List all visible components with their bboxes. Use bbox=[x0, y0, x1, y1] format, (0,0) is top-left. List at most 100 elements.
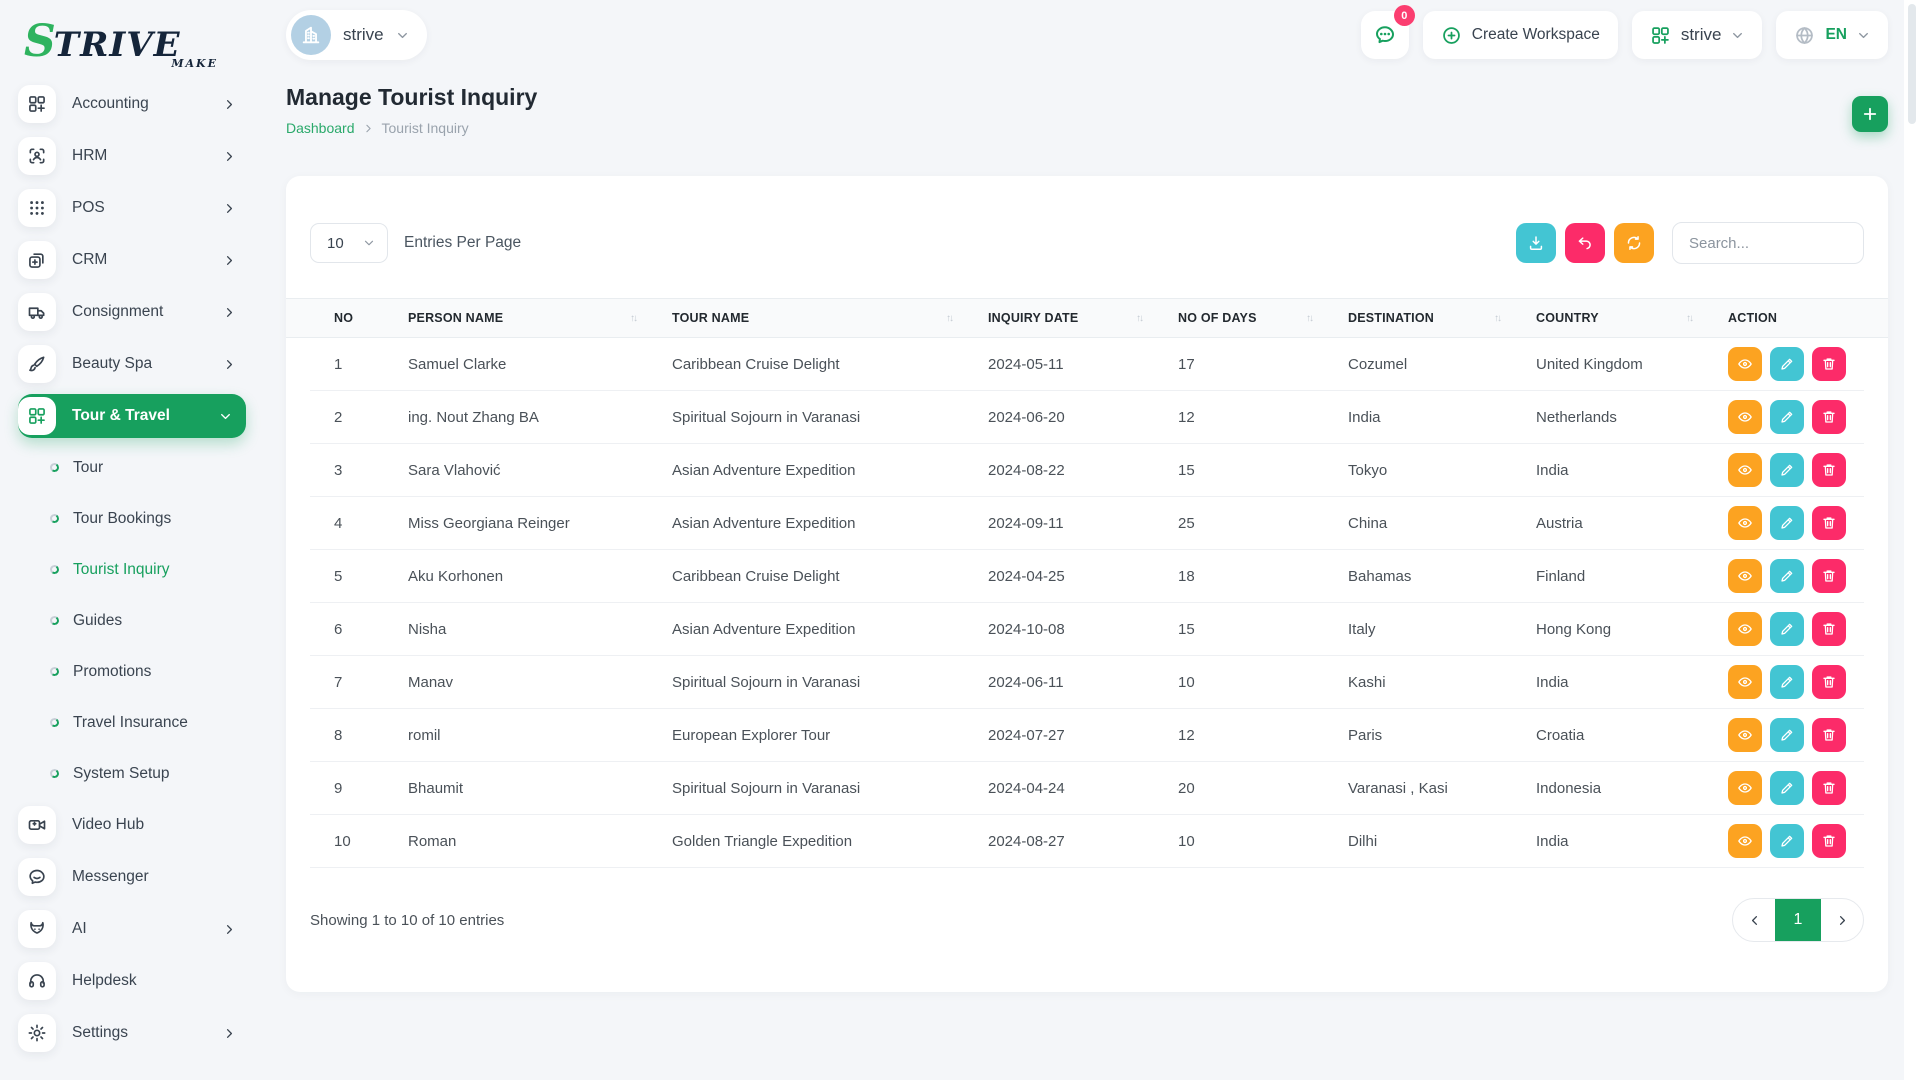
sidebar-item-label: Video Hub bbox=[72, 816, 145, 833]
delete-row-button[interactable] bbox=[1812, 665, 1846, 699]
cell-inquiry_date: 2024-04-25 bbox=[988, 567, 1065, 585]
edit-row-button[interactable] bbox=[1770, 771, 1804, 805]
trash-icon bbox=[1823, 411, 1835, 423]
breadcrumb-dashboard-link[interactable]: Dashboard bbox=[286, 120, 355, 136]
view-row-button[interactable] bbox=[1728, 718, 1762, 752]
row-actions bbox=[1704, 665, 1864, 699]
column-header-person_name[interactable]: PERSON NAME ↑↓ bbox=[384, 311, 648, 325]
edit-row-button[interactable] bbox=[1770, 453, 1804, 487]
sort-icon[interactable]: ↑↓ bbox=[630, 312, 638, 324]
sidebar-item-label: POS bbox=[72, 199, 105, 216]
create-workspace-button[interactable]: Create Workspace bbox=[1422, 11, 1618, 59]
sort-icon[interactable]: ↑↓ bbox=[1306, 312, 1314, 324]
sidebar-item-beauty-spa[interactable]: Beauty Spa bbox=[18, 342, 246, 386]
bullet-icon bbox=[49, 615, 60, 626]
sidebar-subitem-tour-bookings[interactable]: Tour Bookings bbox=[18, 497, 246, 540]
sidebar-subitem-promotions[interactable]: Promotions bbox=[18, 650, 246, 693]
delete-row-button[interactable] bbox=[1812, 506, 1846, 540]
delete-row-button[interactable] bbox=[1812, 347, 1846, 381]
entries-per-page-select[interactable]: 10 bbox=[310, 223, 388, 263]
add-inquiry-button[interactable] bbox=[1852, 96, 1888, 132]
workspace-switcher[interactable]: strive bbox=[286, 10, 427, 60]
view-row-button[interactable] bbox=[1728, 665, 1762, 699]
sidebar-item-label: Consignment bbox=[72, 303, 164, 320]
sort-icon[interactable]: ↑↓ bbox=[1686, 312, 1694, 324]
pagination-next-button[interactable] bbox=[1821, 899, 1863, 941]
sidebar-subitem-guides[interactable]: Guides bbox=[18, 599, 246, 642]
company-menu[interactable]: strive bbox=[1631, 11, 1763, 59]
settings-icon bbox=[28, 1024, 46, 1042]
sidebar-item-helpdesk[interactable]: Helpdesk bbox=[18, 959, 246, 1003]
view-row-button[interactable] bbox=[1728, 559, 1762, 593]
cell-country: Croatia bbox=[1536, 726, 1585, 744]
view-row-button[interactable] bbox=[1728, 400, 1762, 434]
export-button[interactable] bbox=[1516, 223, 1556, 263]
delete-row-button[interactable] bbox=[1812, 771, 1846, 805]
column-header-no_of_days[interactable]: NO OF DAYS ↑↓ bbox=[1154, 311, 1324, 325]
sidebar-item-hrm[interactable]: HRM bbox=[18, 134, 246, 178]
delete-row-button[interactable] bbox=[1812, 824, 1846, 858]
sidebar-subitem-travel-insurance[interactable]: Travel Insurance bbox=[18, 701, 246, 744]
view-row-button[interactable] bbox=[1728, 347, 1762, 381]
sort-icon[interactable]: ↑↓ bbox=[1494, 312, 1502, 324]
sidebar-item-tour-travel[interactable]: Tour & Travel bbox=[18, 394, 246, 438]
edit-row-button[interactable] bbox=[1770, 559, 1804, 593]
accounting-icon bbox=[29, 96, 45, 112]
edit-row-button[interactable] bbox=[1770, 824, 1804, 858]
chat-button[interactable]: 0 bbox=[1360, 5, 1415, 59]
view-row-button[interactable] bbox=[1728, 824, 1762, 858]
cell-country: Indonesia bbox=[1536, 779, 1602, 797]
page-scrollbar[interactable] bbox=[1904, 0, 1920, 1080]
view-row-button[interactable] bbox=[1728, 612, 1762, 646]
sidebar-item-accounting[interactable]: Accounting bbox=[18, 82, 246, 126]
delete-row-button[interactable] bbox=[1812, 453, 1846, 487]
sidebar-item-pos[interactable]: POS bbox=[18, 186, 246, 230]
sidebar-item-video-hub[interactable]: Video Hub bbox=[18, 803, 246, 847]
view-row-button[interactable] bbox=[1728, 506, 1762, 540]
delete-row-button[interactable] bbox=[1812, 612, 1846, 646]
sort-icon[interactable]: ↑↓ bbox=[946, 312, 954, 324]
edit-row-button[interactable] bbox=[1770, 665, 1804, 699]
column-header-country[interactable]: COUNTRY ↑↓ bbox=[1512, 311, 1704, 325]
pagination-prev-button[interactable] bbox=[1733, 899, 1775, 941]
column-header-inquiry_date[interactable]: INQUIRY DATE ↑↓ bbox=[964, 311, 1154, 325]
language-menu[interactable]: EN bbox=[1776, 11, 1888, 59]
sidebar-item-crm[interactable]: CRM bbox=[18, 238, 246, 282]
sidebar-subitem-tour[interactable]: Tour bbox=[18, 446, 246, 489]
sidebar-item-messenger[interactable]: Messenger bbox=[18, 855, 246, 899]
cell-destination: Tokyo bbox=[1348, 461, 1388, 479]
refresh-button[interactable] bbox=[1614, 223, 1654, 263]
pencil-icon bbox=[1781, 623, 1793, 635]
row-actions bbox=[1704, 347, 1864, 381]
view-row-button[interactable] bbox=[1728, 771, 1762, 805]
edit-row-button[interactable] bbox=[1770, 506, 1804, 540]
undo-button[interactable] bbox=[1565, 223, 1605, 263]
edit-row-button[interactable] bbox=[1770, 718, 1804, 752]
column-header-destination[interactable]: DESTINATION ↑↓ bbox=[1324, 311, 1512, 325]
sort-icon[interactable]: ↑↓ bbox=[1136, 312, 1144, 324]
sidebar-subitem-tourist-inquiry[interactable]: Tourist Inquiry bbox=[18, 548, 246, 591]
view-row-button[interactable] bbox=[1728, 453, 1762, 487]
chevron-right-icon bbox=[226, 203, 233, 213]
pagination-page-1[interactable]: 1 bbox=[1775, 899, 1821, 941]
edit-row-button[interactable] bbox=[1770, 347, 1804, 381]
brand-logo-tagline: MAKE bbox=[171, 57, 218, 70]
table-row: 10 Roman Golden Triangle Expedition 2024-08… bbox=[310, 815, 1864, 868]
column-header-tour_name[interactable]: TOUR NAME ↑↓ bbox=[648, 311, 964, 325]
plus-circle-icon bbox=[1442, 26, 1460, 44]
sidebar-subitem-system-setup[interactable]: System Setup bbox=[18, 752, 246, 795]
delete-row-button[interactable] bbox=[1812, 559, 1846, 593]
sidebar-item-ai[interactable]: AI bbox=[18, 907, 246, 951]
edit-row-button[interactable] bbox=[1770, 400, 1804, 434]
grid-plus-icon bbox=[1652, 26, 1669, 44]
sidebar-item-consignment[interactable]: Consignment bbox=[18, 290, 246, 334]
row-actions bbox=[1704, 453, 1864, 487]
search-input[interactable] bbox=[1672, 222, 1864, 264]
delete-row-button[interactable] bbox=[1812, 400, 1846, 434]
edit-row-button[interactable] bbox=[1770, 612, 1804, 646]
messenger-icon-box bbox=[18, 858, 56, 896]
sidebar-item-settings[interactable]: Settings bbox=[18, 1011, 246, 1055]
delete-row-button[interactable] bbox=[1812, 718, 1846, 752]
scrollbar-thumb[interactable] bbox=[1908, 4, 1916, 124]
pagination: 1 bbox=[1732, 898, 1864, 942]
